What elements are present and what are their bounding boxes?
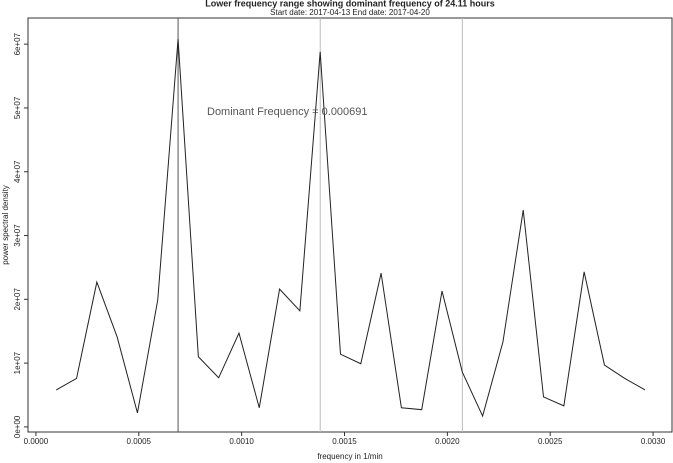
y-axis-label: power spectral density [1, 185, 10, 265]
x-tick-label: 0.0010 [229, 437, 254, 446]
psd-line [55, 39, 646, 418]
x-tick-label: 0.0000 [24, 437, 49, 446]
chart-title: Lower frequency range showing dominant f… [205, 0, 495, 8]
annotation: Dominant Frequency = 0.000691 [207, 106, 368, 118]
x-axis-label: frequency in 1/min [317, 452, 382, 461]
chart-subtitle: Start date: 2017-04-13 End date: 2017-04… [270, 8, 430, 17]
y-tick-label: 2e+07 [13, 288, 22, 311]
y-tick-label: 6e+07 [13, 32, 22, 55]
y-tick-label: 5e+07 [13, 96, 22, 119]
y-tick-label: 3e+07 [13, 224, 22, 247]
y-tick-label: 4e+07 [13, 160, 22, 183]
y-tick-label: 0e+00 [13, 415, 22, 438]
y-tick-label: 1e+07 [13, 351, 22, 374]
x-tick-label: 0.0020 [435, 437, 460, 446]
x-tick-label: 0.0015 [332, 437, 357, 446]
x-tick-label: 0.0030 [641, 437, 666, 446]
plot-frame [27, 17, 673, 433]
x-tick-label: 0.0005 [127, 437, 152, 446]
x-tick-label: 0.0025 [538, 437, 563, 446]
